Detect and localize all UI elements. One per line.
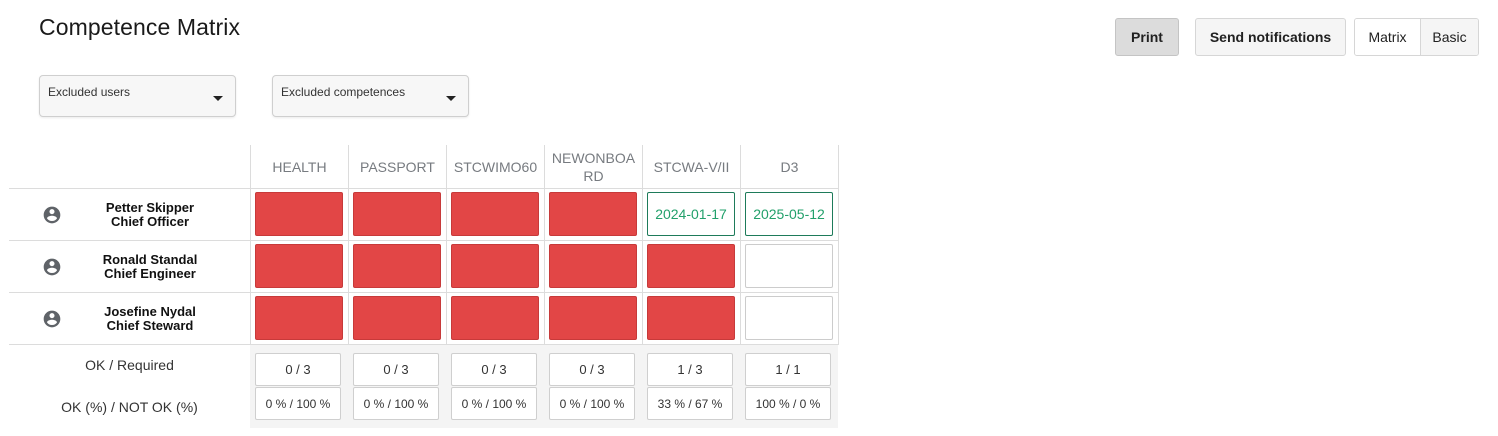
grid-line [544,188,545,344]
user-role: Chief Steward [106,318,194,333]
competence-cell[interactable]: 2025-05-12 [745,192,833,236]
user-name-role[interactable]: Petter Skipper Chief Officer [69,201,231,229]
send-notifications-button[interactable]: Send notifications [1195,18,1346,56]
competence-cell[interactable] [451,296,539,340]
ok-required-value: 0 / 3 [549,353,635,386]
competence-cell[interactable]: 2024-01-17 [647,192,735,236]
ok-percent-value: 100 % / 0 % [745,387,831,420]
print-button[interactable]: Print [1115,18,1179,56]
excluded-users-select[interactable]: Excluded users [39,75,236,117]
ok-percent-value: 33 % / 67 % [647,387,733,420]
user-name-role[interactable]: Josefine Nydal Chief Steward [69,305,231,333]
user-name: Ronald Standal [102,252,198,267]
ok-required-value: 1 / 3 [647,353,733,386]
row-divider [9,292,838,293]
excluded-users-label: Excluded users [48,85,131,99]
competence-cell[interactable] [353,192,441,236]
grid-line [348,188,349,344]
grid-line [838,145,839,345]
grid-line [250,188,251,344]
ok-percent-label: OK (%) / NOT OK (%) [61,399,198,415]
account-circle-icon [42,309,62,329]
competence-cell[interactable] [451,244,539,288]
view-matrix-button[interactable]: Matrix [1355,19,1421,55]
column-header[interactable]: HEALTH [250,145,348,188]
view-toggle: Matrix Basic [1354,18,1479,56]
grid-line [642,188,643,344]
competence-cell[interactable] [745,244,833,288]
column-header[interactable]: D3 [740,145,838,188]
competence-cell[interactable] [353,244,441,288]
excluded-competences-label: Excluded competences [281,85,406,99]
column-header[interactable]: PASSPORT [348,145,446,188]
user-name: Petter Skipper [105,200,195,215]
competence-cell[interactable] [255,244,343,288]
ok-required-value: 1 / 1 [745,353,831,386]
row-divider [9,188,838,189]
excluded-competences-select[interactable]: Excluded competences [272,75,469,117]
table-row: Josefine Nydal Chief Steward [9,293,250,344]
competence-cell[interactable] [255,192,343,236]
account-circle-icon [42,205,62,225]
ok-required-value: 0 / 3 [353,353,439,386]
column-header[interactable]: STCWA-V/II [642,145,740,188]
view-basic-button[interactable]: Basic [1421,19,1478,55]
row-divider [9,240,838,241]
row-divider [9,344,838,345]
ok-required-value: 0 / 3 [451,353,537,386]
competence-cell[interactable] [647,296,735,340]
ok-percent-value: 0 % / 100 % [353,387,439,420]
user-role: Chief Officer [110,214,189,229]
competence-cell[interactable] [255,296,343,340]
user-role: Chief Engineer [104,266,196,281]
table-row: Ronald Standal Chief Engineer [9,241,250,292]
account-circle-icon [42,257,62,277]
competence-cell[interactable] [353,296,441,340]
grid-line [740,188,741,344]
page-title: Competence Matrix [39,14,241,40]
caret-down-icon [446,96,456,101]
column-header[interactable]: NEWONBOARD [544,145,642,188]
competence-cell[interactable] [549,244,637,288]
ok-percent-value: 0 % / 100 % [549,387,635,420]
table-row: Petter Skipper Chief Officer [9,189,250,240]
user-name: Josefine Nydal [104,304,196,319]
ok-percent-value: 0 % / 100 % [255,387,341,420]
column-header[interactable]: STCWIMO60 [446,145,544,188]
competence-cell[interactable] [745,296,833,340]
ok-required-label: OK / Required [85,357,174,373]
competence-cell[interactable] [549,192,637,236]
competence-cell[interactable] [549,296,637,340]
ok-required-value: 0 / 3 [255,353,341,386]
competence-cell[interactable] [451,192,539,236]
caret-down-icon [213,96,223,101]
user-name-role[interactable]: Ronald Standal Chief Engineer [69,253,231,281]
summary-panel [250,345,838,428]
ok-percent-value: 0 % / 100 % [451,387,537,420]
grid-line [446,188,447,344]
competence-cell[interactable] [647,244,735,288]
